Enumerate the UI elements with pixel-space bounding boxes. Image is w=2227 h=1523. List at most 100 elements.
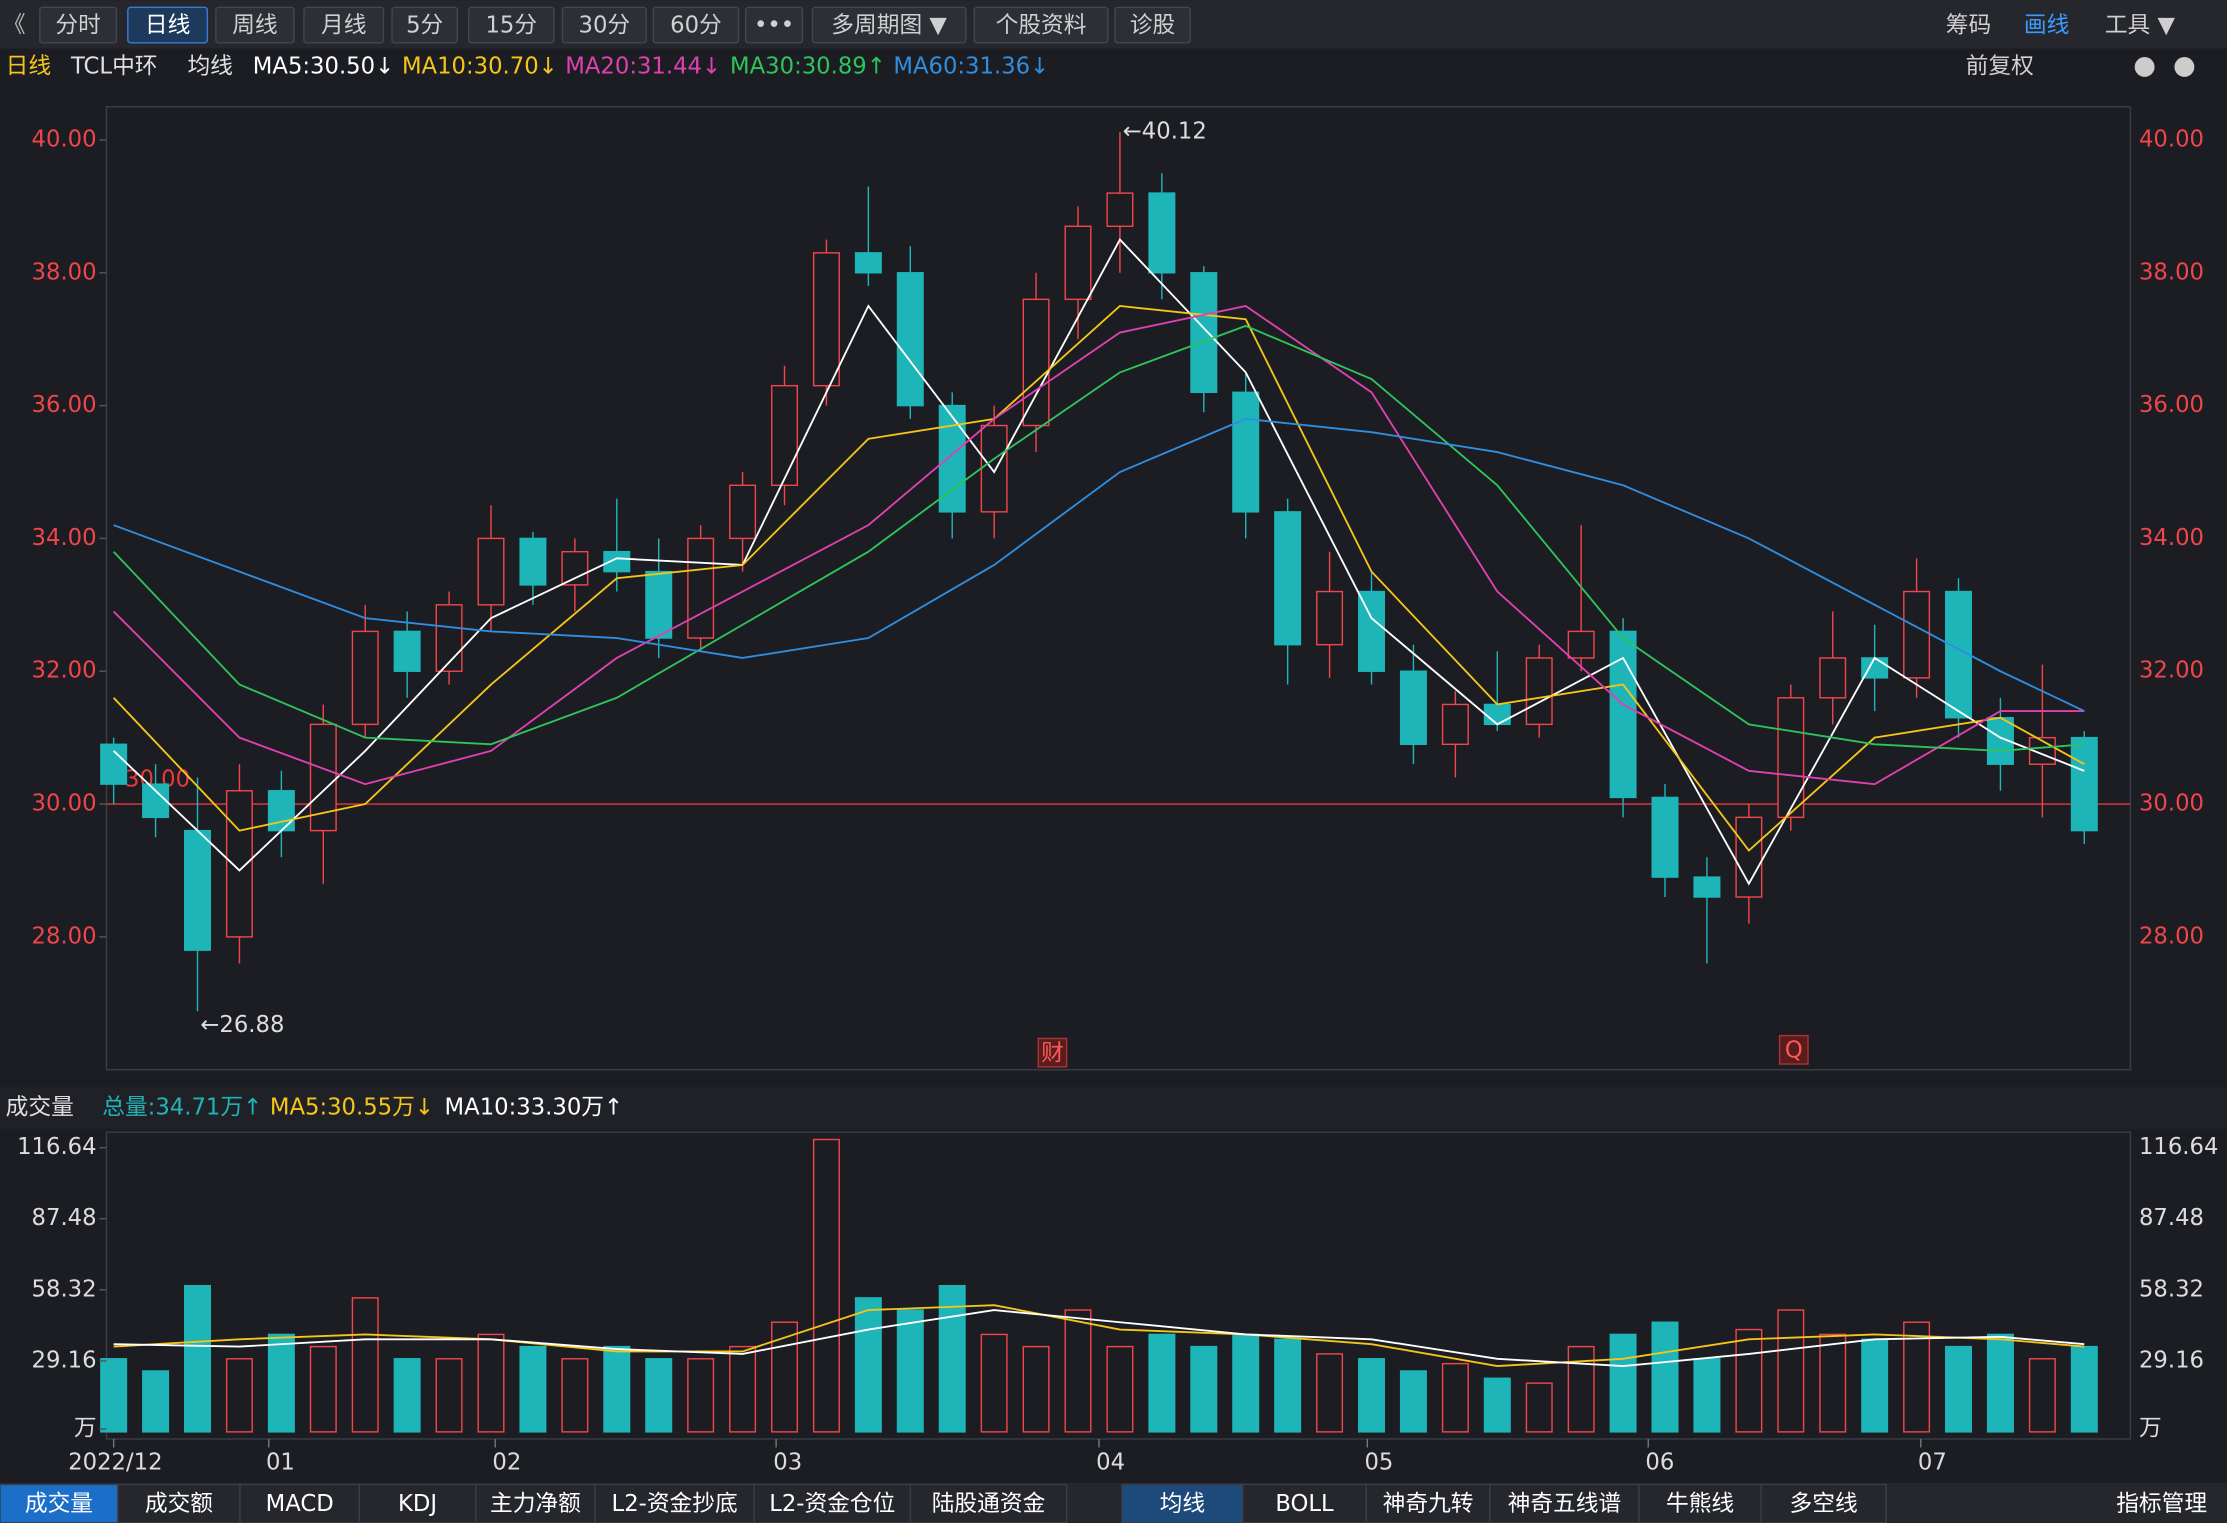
overlay-tab-label[interactable]: BOLL xyxy=(1275,1491,1334,1517)
overlay-tab-label[interactable]: 神奇九转 xyxy=(1383,1491,1474,1517)
ma-line xyxy=(112,324,2085,752)
volume-bar xyxy=(1232,1333,1260,1433)
period-button[interactable] xyxy=(811,6,967,44)
candle-body xyxy=(393,630,421,672)
x-tick-label: 2022/12 xyxy=(68,1450,162,1476)
indicator-tab-label[interactable]: 主力净额 xyxy=(490,1491,581,1517)
indicator-tab-label[interactable]: 成交额 xyxy=(145,1491,213,1517)
volume-bar xyxy=(267,1333,295,1433)
period-button[interactable] xyxy=(744,6,804,44)
candle-body xyxy=(1903,590,1931,679)
volume-bar xyxy=(2070,1345,2098,1433)
back-button[interactable]: 《 xyxy=(3,12,26,38)
volume-bar xyxy=(477,1333,505,1433)
indicator-tab[interactable] xyxy=(909,1483,1068,1523)
period-button[interactable] xyxy=(127,6,209,44)
period-button[interactable] xyxy=(652,6,740,44)
period-button[interactable] xyxy=(39,6,118,44)
volume-bar xyxy=(1861,1338,1889,1433)
volume-bar xyxy=(687,1358,715,1433)
indicator-tab-label[interactable]: 陆股通资金 xyxy=(932,1491,1046,1517)
x-tick-label: 04 xyxy=(1096,1450,1125,1476)
period-button[interactable] xyxy=(303,6,385,44)
period-label[interactable]: 15分 xyxy=(485,12,537,38)
period-label[interactable]: 日线 xyxy=(145,12,190,38)
zoom-icon[interactable] xyxy=(2134,57,2155,77)
period-button[interactable] xyxy=(561,6,647,44)
y-tick-label: 万 xyxy=(74,1416,97,1442)
indicator-tab[interactable] xyxy=(117,1483,241,1523)
event-marker[interactable] xyxy=(1778,1034,1809,1065)
candle-body xyxy=(2070,736,2098,832)
period-label[interactable]: ••• xyxy=(754,12,794,38)
manage-button[interactable]: 指标管理 xyxy=(2116,1491,2207,1517)
y-tick-label-right: 万 xyxy=(2139,1416,2162,1442)
overlay-tab-label[interactable]: 牛熊线 xyxy=(1666,1491,1734,1517)
period-label[interactable]: 多周期图 ▼ xyxy=(831,12,947,38)
indicator-tab-label[interactable]: 成交量 xyxy=(25,1491,93,1517)
event-marker-label[interactable]: 财 xyxy=(1041,1041,1064,1067)
period-button[interactable] xyxy=(215,6,295,44)
period-label[interactable]: 诊股 xyxy=(1130,12,1175,38)
period-button[interactable] xyxy=(467,6,555,44)
period-button[interactable] xyxy=(1114,6,1191,44)
period-label[interactable]: 60分 xyxy=(670,12,722,38)
y-tick-label: 58.32 xyxy=(32,1276,97,1302)
volume-bar xyxy=(142,1370,170,1433)
ma-line xyxy=(113,238,2085,886)
period-label[interactable]: 个股资料 xyxy=(996,12,1087,38)
indicator-tab[interactable] xyxy=(358,1483,477,1523)
overlay-tab-label[interactable]: 均线 xyxy=(1160,1491,1205,1517)
period-label[interactable]: 分时 xyxy=(55,12,100,38)
volume-bar xyxy=(1148,1333,1176,1433)
candle-body xyxy=(1819,657,1847,699)
volume-bar xyxy=(1022,1345,1050,1433)
indicator-tab[interactable] xyxy=(239,1483,361,1523)
period-label[interactable]: 周线 xyxy=(232,12,277,38)
volume-bar xyxy=(1609,1333,1637,1433)
y-tick-label-right: 28.00 xyxy=(2139,923,2204,949)
adjust-mode[interactable]: 前复权 xyxy=(1966,53,2034,79)
overlay-tab[interactable] xyxy=(1121,1483,1244,1523)
y-tick-label: 30.00 xyxy=(32,791,97,817)
volume-bar xyxy=(1399,1370,1427,1433)
candle-body xyxy=(1064,225,1092,301)
indicator-tab-label[interactable]: MACD xyxy=(266,1491,334,1517)
candle-body xyxy=(1399,670,1427,746)
period-label[interactable]: 月线 xyxy=(321,12,366,38)
x-tick-label: 06 xyxy=(1645,1450,1674,1476)
volume-frame xyxy=(105,1131,2132,1440)
indicator-tab[interactable] xyxy=(0,1483,119,1523)
indicator-tab[interactable] xyxy=(475,1483,596,1523)
x-tick-label: 02 xyxy=(492,1450,521,1476)
indicator-tab-label[interactable]: L2-资金仓位 xyxy=(769,1491,895,1517)
tool-button[interactable]: 筹码 xyxy=(1946,12,1991,38)
tool-button[interactable]: 画线 xyxy=(2024,12,2069,38)
ma-legend: MA60:31.36↓ xyxy=(893,53,1049,79)
candle-body xyxy=(1232,391,1260,513)
period-button[interactable] xyxy=(973,6,1109,44)
candle-body xyxy=(1525,657,1553,726)
volume-bar xyxy=(351,1297,379,1433)
overlay-tab[interactable] xyxy=(1365,1483,1491,1523)
y-tick-label: 29.16 xyxy=(32,1347,97,1373)
content: 《 分时 日线 周线 月线 5分 15分 30分 60分 ••• 多周期图 ▼ 个股资料 诊股 筹码 画线 工… xyxy=(0,6,2218,1523)
candle-body xyxy=(1567,630,1595,659)
zoom-icon[interactable] xyxy=(2174,57,2195,77)
tool-button[interactable]: 工具 ▼ xyxy=(2105,12,2176,38)
overlay-tab-label[interactable]: 神奇五线谱 xyxy=(1508,1491,1622,1517)
period-label[interactable]: 5分 xyxy=(406,12,443,38)
y-tick-label: 40.00 xyxy=(32,126,97,152)
volume-legend: MA10:33.30万↑ xyxy=(445,1095,624,1121)
y-tick-label-right: 58.32 xyxy=(2139,1276,2204,1302)
indicator-tab-label[interactable]: KDJ xyxy=(398,1491,437,1517)
event-marker-label[interactable]: Q xyxy=(1785,1038,1803,1064)
period-label[interactable]: 30分 xyxy=(579,12,631,38)
event-marker[interactable] xyxy=(1037,1037,1068,1068)
y-tick-label-right: 30.00 xyxy=(2139,791,2204,817)
overlay-tab[interactable] xyxy=(1760,1483,1887,1523)
overlay-tab-label[interactable]: 多空线 xyxy=(1790,1491,1858,1517)
period-button[interactable] xyxy=(391,6,459,44)
indicator-tab-label[interactable]: L2-资金抄底 xyxy=(612,1491,738,1517)
